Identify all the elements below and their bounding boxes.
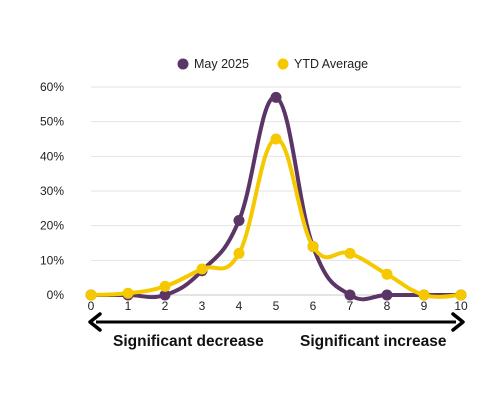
data-point-ytd-average [381,268,393,280]
y-tick-label: 50% [40,115,64,129]
data-point-ytd-average [455,289,467,301]
series [85,91,467,302]
x-tick-label: 2 [162,299,169,313]
y-tick-label: 20% [40,219,64,233]
x-tick-label: 7 [347,299,354,313]
scale-arrow-left-head [88,312,102,332]
data-point-may-2025 [233,214,245,226]
x-tick-label: 6 [310,299,317,313]
y-tick-label: 40% [40,149,64,163]
data-point-may-2025 [270,91,282,103]
series-line-may-2025 [89,95,463,302]
x-tick-label: 9 [421,299,428,313]
legend-label-may-2025: May 2025 [194,57,249,71]
data-point-ytd-average [159,280,171,292]
scale-arrow-right-head [451,312,465,332]
data-point-ytd-average [196,263,208,275]
x-tick-label: 8 [384,299,391,313]
y-axis: 0% 10% 20% 30% 40% 50% 60% [40,80,64,302]
x-tick-label: 0 [88,299,95,313]
significant-increase-label: Significant increase [300,333,447,350]
x-tick-label: 3 [199,299,206,313]
data-point-may-2025 [381,289,393,301]
data-point-ytd-average [307,240,319,252]
legend-marker-may-2025 [177,58,189,70]
x-tick-label: 10 [454,299,468,313]
x-tick-label: 4 [236,299,243,313]
data-point-ytd-average [344,247,356,259]
legend: May 2025 YTD Average [177,57,368,71]
legend-label-ytd-average: YTD Average [294,57,368,71]
data-point-ytd-average [270,133,282,145]
x-tick-label: 5 [273,299,280,313]
data-point-ytd-average [85,289,97,301]
y-tick-label: 30% [40,184,64,198]
scale-arrow [88,312,465,332]
y-tick-label: 0% [47,288,65,302]
y-tick-label: 10% [40,253,64,267]
x-tick-label: 1 [125,299,132,313]
data-point-ytd-average [418,289,430,301]
x-axis: 0 1 2 3 4 5 6 7 8 9 10 [88,299,468,313]
data-point-may-2025 [159,289,171,301]
significant-decrease-label: Significant decrease [113,333,264,350]
y-tick-label: 60% [40,80,64,94]
data-point-ytd-average [122,287,134,299]
legend-marker-ytd-average [277,58,289,70]
data-point-ytd-average [233,247,245,259]
data-point-may-2025 [344,289,356,301]
series-line-ytd-average [89,137,463,299]
gridlines [91,86,461,296]
